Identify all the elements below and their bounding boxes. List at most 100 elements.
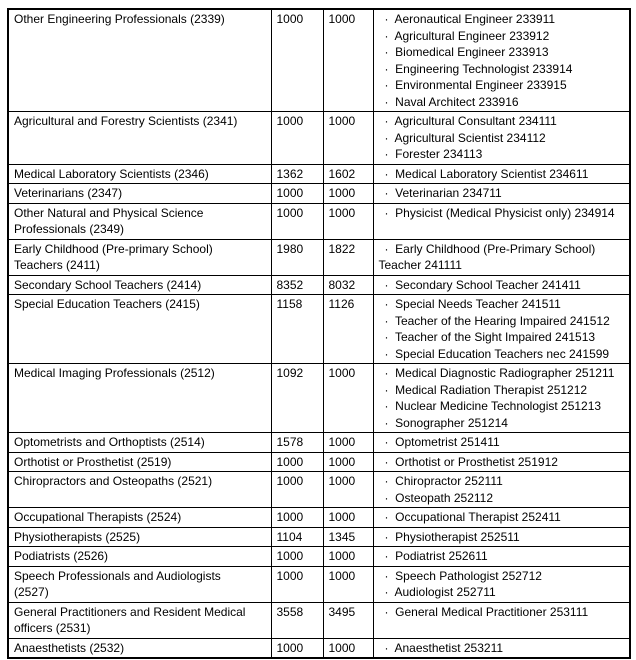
quota-value-1-cell: 1000	[270, 637, 324, 659]
occupation-item: · Agricultural Engineer 233912	[384, 28, 550, 43]
quota-value-2-cell: 1000	[322, 8, 374, 112]
quota-value-1-cell: 1000	[270, 507, 324, 528]
occupation-list-cell: · Physicist (Medical Physicist only) 234…	[372, 202, 631, 240]
table-row: Anaesthetists (2532) 1000 1000 · Anaesth…	[7, 637, 631, 659]
table-row: Special Education Teachers (2415) 1158 1…	[7, 294, 631, 364]
occupation-item: · Occupational Therapist 252411	[384, 510, 561, 524]
occupation-quota-table: Other Engineering Professionals (2339) 1…	[7, 8, 631, 659]
occupation-item: · Naval Architect 233916	[384, 94, 519, 109]
occupation-list-cell: · Occupational Therapist 252411	[372, 507, 631, 528]
occupation-list-cell: · Agricultural Consultant 234111 · Agricu…	[372, 111, 631, 165]
occupation-item: · Audiologist 252711	[384, 585, 496, 599]
occupation-group-cell: Podiatrists (2526)	[7, 546, 272, 567]
occupation-item: · Medical Diagnostic Radiographer 251211	[384, 366, 615, 380]
occupation-item: · Early Childhood (Pre-Primary School) T…	[378, 241, 596, 273]
occupation-group-cell: Chiropractors and Osteopaths (2521)	[7, 471, 272, 508]
occupation-item: · Special Education Teachers nec 241599	[384, 346, 610, 361]
quota-value-2-cell: 1000	[322, 183, 374, 204]
table-row: Optometrists and Orthoptists (2514) 1578…	[7, 432, 631, 453]
occupation-group-cell: Speech Professionals and Audiologists (2…	[7, 565, 272, 603]
quota-value-1-cell: 1000	[270, 111, 324, 165]
occupation-group-cell: Special Education Teachers (2415)	[7, 294, 272, 364]
occupation-list-cell: · Secondary School Teacher 241411	[372, 274, 631, 295]
quota-value-1-cell: 1578	[270, 432, 324, 453]
quota-value-1-cell: 1158	[270, 294, 324, 364]
occupation-list-cell: · Podiatrist 252611	[372, 546, 631, 567]
occupation-item: · Anaesthetist 253211	[384, 640, 504, 655]
table-row: Chiropractors and Osteopaths (2521) 1000…	[7, 471, 631, 508]
occupation-group-cell: Secondary School Teachers (2414)	[7, 274, 272, 295]
table-row: Other Natural and Physical Science Profe…	[7, 202, 631, 240]
occupation-list-cell: · Chiropractor 252111 · Osteopath 252112	[372, 471, 631, 508]
occupation-item: · Special Needs Teacher 241511	[384, 297, 561, 311]
occupation-group-cell: Other Natural and Physical Science Profe…	[7, 202, 272, 240]
occupation-item: · Agricultural Consultant 234111	[384, 114, 557, 128]
occupation-item: · Teacher of the Hearing Impaired 241512	[384, 313, 610, 328]
occupation-item: · Speech Pathologist 252712	[384, 568, 542, 583]
occupation-item: · Agricultural Scientist 234112	[384, 130, 546, 145]
quota-value-2-cell: 1126	[322, 294, 374, 364]
quota-value-1-cell: 1000	[270, 471, 324, 508]
occupation-group-cell: General Practitioners and Resident Medic…	[7, 601, 272, 639]
quota-value-2-cell: 1000	[322, 546, 374, 567]
quota-value-1-cell: 1980	[270, 238, 324, 276]
quota-value-2-cell: 1000	[322, 202, 374, 240]
quota-value-1-cell: 1092	[270, 363, 324, 433]
occupation-item: · Chiropractor 252111	[384, 474, 503, 488]
quota-value-2-cell: 1000	[322, 451, 374, 472]
occupation-item: · Sonographer 251214	[384, 415, 508, 430]
quota-value-1-cell: 1000	[270, 202, 324, 240]
occupation-item: · Engineering Technologist 233914	[384, 61, 573, 76]
occupation-group-cell: Physiotherapists (2525)	[7, 526, 272, 547]
quota-value-1-cell: 3558	[270, 601, 324, 639]
occupation-item: · Environmental Engineer 233915	[384, 78, 567, 92]
occupation-item: · Orthotist or Prosthetist 251912	[384, 454, 558, 469]
table-row: Physiotherapists (2525) 1104 1345 · Phys…	[7, 526, 631, 547]
occupation-group-cell: Other Engineering Professionals (2339)	[7, 8, 272, 112]
quota-value-1-cell: 1000	[270, 451, 324, 472]
quota-value-2-cell: 1345	[322, 526, 374, 547]
occupation-item: · Osteopath 252112	[384, 490, 494, 505]
occupation-item: · Biomedical Engineer 233913	[384, 45, 549, 59]
occupation-list-cell: · Optometrist 251411	[372, 432, 631, 453]
occupation-list-cell: · Medical Laboratory Scientist 234611	[372, 163, 631, 184]
occupation-item: · Aeronautical Engineer 233911	[384, 12, 556, 26]
occupation-list-cell: · Anaesthetist 253211	[372, 637, 631, 659]
quota-value-2-cell: 1000	[322, 471, 374, 508]
quota-value-2-cell: 1000	[322, 507, 374, 528]
occupation-item: · Physiotherapist 252511	[384, 529, 520, 544]
quota-value-2-cell: 1822	[322, 238, 374, 276]
occupation-list-cell: · Aeronautical Engineer 233911 · Agricult…	[372, 8, 631, 112]
occupation-item: · Podiatrist 252611	[384, 549, 488, 563]
occupation-quota-table-body: Other Engineering Professionals (2339) 1…	[7, 8, 631, 659]
occupation-group-cell: Medical Imaging Professionals (2512)	[7, 363, 272, 433]
quota-value-2-cell: 1000	[322, 363, 374, 433]
quota-value-2-cell: 1000	[322, 111, 374, 165]
occupation-group-cell: Medical Laboratory Scientists (2346)	[7, 163, 272, 184]
occupation-group-cell: Optometrists and Orthoptists (2514)	[7, 432, 272, 453]
quota-value-2-cell: 1602	[322, 163, 374, 184]
occupation-list-cell: · Medical Diagnostic Radiographer 251211…	[372, 363, 631, 433]
quota-value-2-cell: 3495	[322, 601, 374, 639]
quota-value-1-cell: 1000	[270, 546, 324, 567]
quota-value-1-cell: 1362	[270, 163, 324, 184]
occupation-item: · Nuclear Medicine Technologist 251213	[384, 399, 602, 413]
occupation-group-cell: Anaesthetists (2532)	[7, 637, 272, 659]
occupation-group-cell: Orthotist or Prosthetist (2519)	[7, 451, 272, 472]
table-row: Podiatrists (2526) 1000 1000 · Podiatris…	[7, 546, 631, 567]
occupation-list-cell: · Physiotherapist 252511	[372, 526, 631, 547]
occupation-list-cell: · Orthotist or Prosthetist 251912	[372, 451, 631, 472]
occupation-list-cell: · Speech Pathologist 252712 · Audiologist…	[372, 565, 631, 603]
table-row: Veterinarians (2347) 1000 1000 · Veterin…	[7, 183, 631, 204]
table-row: Occupational Therapists (2524) 1000 1000…	[7, 507, 631, 528]
table-row: General Practitioners and Resident Medic…	[7, 601, 631, 639]
occupation-list-cell: · Early Childhood (Pre-Primary School) T…	[372, 238, 631, 276]
occupation-group-cell: Occupational Therapists (2524)	[7, 507, 272, 528]
occupation-item: · Forester 234113	[384, 147, 483, 161]
table-row: Secondary School Teachers (2414) 8352 80…	[7, 274, 631, 295]
table-row: Speech Professionals and Audiologists (2…	[7, 565, 631, 603]
quota-value-1-cell: 1000	[270, 565, 324, 603]
occupation-group-cell: Agricultural and Forestry Scientists (23…	[7, 111, 272, 165]
table-row: Agricultural and Forestry Scientists (23…	[7, 111, 631, 165]
